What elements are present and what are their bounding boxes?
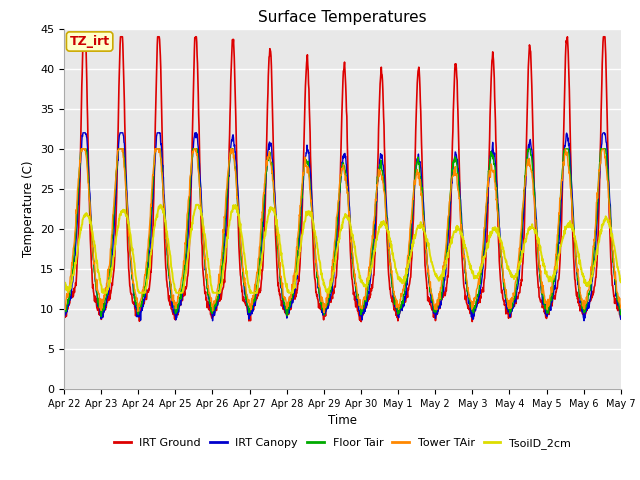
IRT Ground <box>184 269 192 275</box>
IRT Canopy <box>552 281 559 287</box>
TsoilD_2cm <box>172 288 179 293</box>
IRT Ground <box>552 292 559 298</box>
Tower TAir <box>617 305 625 311</box>
Floor Tair <box>60 307 68 312</box>
Tower TAir <box>171 300 179 306</box>
TsoilD_2cm <box>60 279 68 285</box>
Tower TAir <box>552 260 559 265</box>
Floor Tair <box>502 295 510 301</box>
IRT Canopy <box>429 310 437 316</box>
IRT Canopy <box>502 300 510 305</box>
IRT Ground <box>357 319 365 324</box>
TsoilD_2cm <box>552 269 559 275</box>
Text: TZ_irt: TZ_irt <box>70 35 109 48</box>
IRT Canopy <box>617 316 625 322</box>
IRT Canopy <box>79 130 87 136</box>
TsoilD_2cm <box>617 279 625 285</box>
Line: IRT Ground: IRT Ground <box>64 37 621 322</box>
Tower TAir <box>246 303 254 309</box>
IRT Canopy <box>209 318 216 324</box>
IRT Ground <box>60 316 68 322</box>
Title: Surface Temperatures: Surface Temperatures <box>258 10 427 25</box>
IRT Canopy <box>247 308 255 314</box>
Line: IRT Canopy: IRT Canopy <box>64 133 621 321</box>
Tower TAir <box>502 287 510 293</box>
Tower TAir <box>184 198 192 204</box>
IRT Ground <box>171 316 179 322</box>
Floor Tair <box>77 146 85 152</box>
X-axis label: Time: Time <box>328 414 357 427</box>
IRT Ground <box>502 304 510 310</box>
IRT Canopy <box>171 306 179 312</box>
Y-axis label: Temperature (C): Temperature (C) <box>22 160 35 257</box>
Floor Tair <box>429 305 437 311</box>
Floor Tair <box>247 304 255 310</box>
TsoilD_2cm <box>247 290 255 296</box>
IRT Ground <box>617 316 625 322</box>
Floor Tair <box>185 207 193 213</box>
Tower TAir <box>429 298 437 304</box>
TsoilD_2cm <box>429 265 437 271</box>
Tower TAir <box>60 308 68 314</box>
Line: Floor Tair: Floor Tair <box>64 149 621 316</box>
Line: Tower TAir: Tower TAir <box>64 149 621 312</box>
Line: TsoilD_2cm: TsoilD_2cm <box>64 205 621 293</box>
IRT Ground <box>246 318 254 324</box>
TsoilD_2cm <box>502 258 510 264</box>
TsoilD_2cm <box>185 249 193 254</box>
IRT Ground <box>80 34 88 40</box>
TsoilD_2cm <box>99 290 106 296</box>
Tower TAir <box>320 310 328 315</box>
Floor Tair <box>617 310 625 316</box>
Floor Tair <box>172 308 179 314</box>
TsoilD_2cm <box>157 202 164 208</box>
Tower TAir <box>77 146 85 152</box>
IRT Canopy <box>60 318 68 324</box>
Floor Tair <box>97 313 105 319</box>
Legend: IRT Ground, IRT Canopy, Floor Tair, Tower TAir, TsoilD_2cm: IRT Ground, IRT Canopy, Floor Tair, Towe… <box>109 433 575 454</box>
IRT Ground <box>429 314 437 320</box>
Floor Tair <box>552 268 559 274</box>
IRT Canopy <box>184 231 192 237</box>
